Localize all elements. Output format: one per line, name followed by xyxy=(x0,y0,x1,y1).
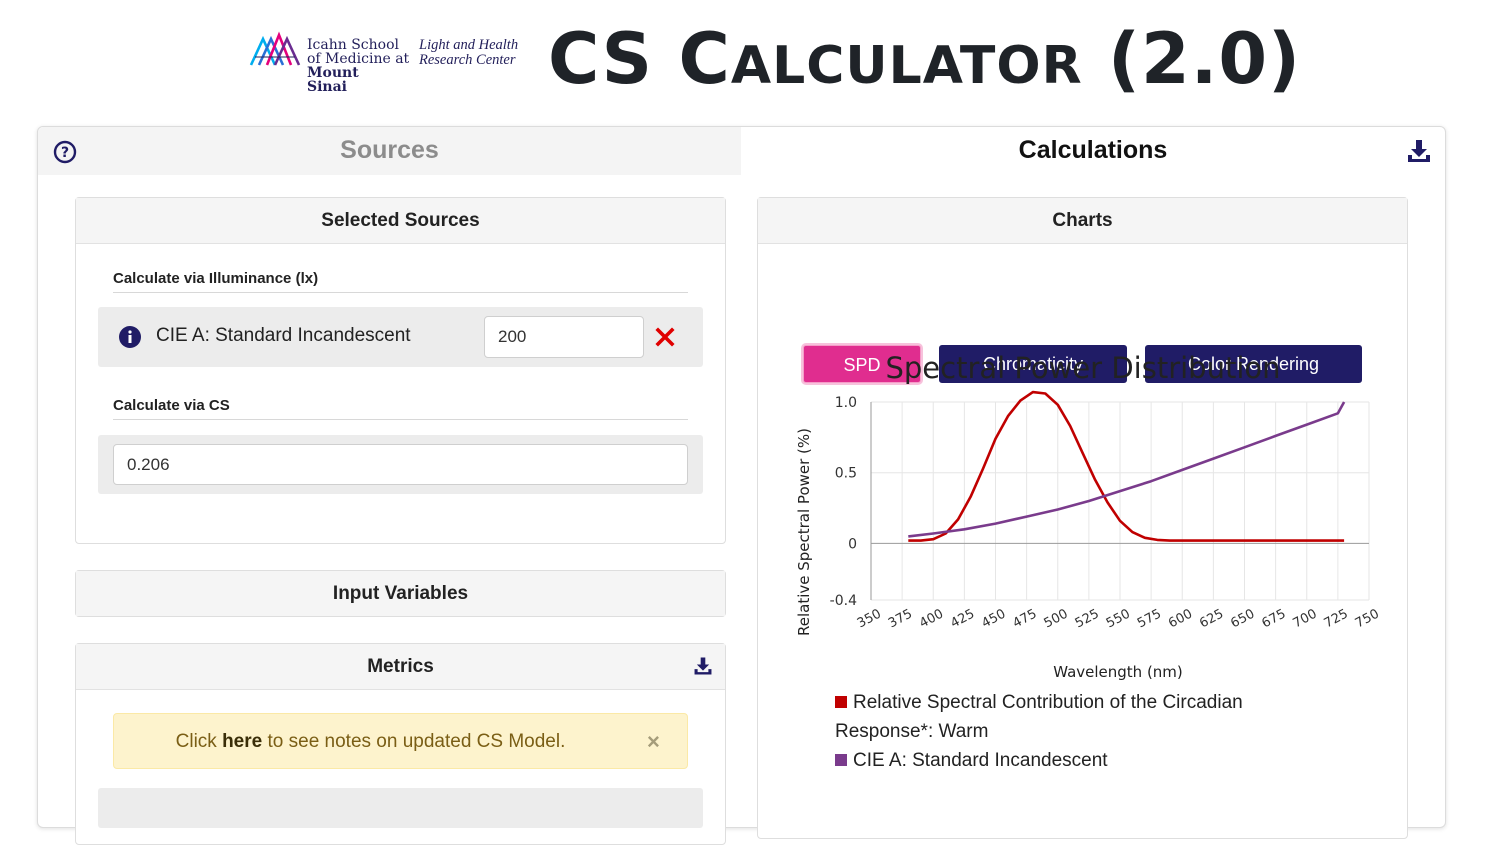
source-name: CIE A: Standard Incandescent xyxy=(156,325,411,346)
legend-item[interactable]: Relative Spectral Contribution of the Ci… xyxy=(835,688,1315,746)
charts-panel: Charts SPD Chromaticity Color Rendering … xyxy=(757,197,1408,839)
x-tick-label: 750 xyxy=(1353,606,1382,631)
remove-source-icon[interactable] xyxy=(654,326,676,348)
input-variables-title: Input Variables xyxy=(76,571,725,616)
illuminance-label: Calculate via Illuminance (lx) xyxy=(113,270,688,293)
title-part: (2.0) xyxy=(1082,18,1302,100)
x-tick-label: 650 xyxy=(1228,606,1257,631)
series-line xyxy=(908,401,1346,538)
x-tick-label: 450 xyxy=(979,606,1008,631)
selected-sources-title: Selected Sources xyxy=(76,198,725,244)
tab-calculations-label: Calculations xyxy=(1018,136,1168,164)
center-line: Research Center xyxy=(419,52,516,68)
download-icon[interactable] xyxy=(1406,138,1432,164)
chromaticity-button[interactable]: Chromaticity xyxy=(939,345,1127,383)
legend-label: Relative Spectral Contribution of the Ci… xyxy=(835,692,1243,742)
x-tick-label: 675 xyxy=(1259,606,1288,631)
x-tick-label: 500 xyxy=(1042,606,1071,631)
info-icon[interactable] xyxy=(119,326,141,348)
series-line xyxy=(908,390,1345,542)
cs-input[interactable]: 0.206 xyxy=(113,444,688,485)
x-tick-label: 600 xyxy=(1166,606,1195,631)
x-tick-label: 525 xyxy=(1073,606,1102,631)
tab-calculations[interactable]: Calculations xyxy=(741,127,1445,175)
center-line: Light and Health xyxy=(419,37,519,53)
institution-line: Mount xyxy=(307,65,359,81)
help-icon[interactable]: ? xyxy=(53,140,77,164)
charts-title: Charts xyxy=(758,198,1407,244)
chart-title: Spectral Power Distribution xyxy=(885,351,1280,385)
chart-grid xyxy=(870,401,1370,601)
notice-prefix: Click xyxy=(175,731,223,752)
tab-sources-label: Sources xyxy=(340,136,439,164)
spd-chart: Spectral Power Distribution Relative Spe… xyxy=(795,351,1382,681)
notice-text: Click here to see notes on updated CS Mo… xyxy=(114,731,627,753)
title-part: ALCULATOR xyxy=(730,36,1083,96)
chart-ticks: 350 375 400 425 450 475 500 525 550 575 600 625 650 6… xyxy=(830,395,1382,631)
legend-swatch xyxy=(835,696,847,708)
metrics-panel: Metrics Click here to see notes on updat… xyxy=(75,643,726,845)
y-tick-label: 1.0 xyxy=(835,395,857,411)
spd-button[interactable]: SPD xyxy=(803,345,921,383)
svg-text:?: ? xyxy=(61,145,69,161)
x-tick-label: 625 xyxy=(1197,606,1226,631)
x-tick-label: 350 xyxy=(855,606,884,631)
calculator-card: ? Sources Calculations Selected Sources … xyxy=(37,126,1446,845)
page-header: Icahn School of Medicine at Mount Sinai … xyxy=(0,0,1489,120)
mount-sinai-logo-icon xyxy=(249,31,301,66)
source-row: CIE A: Standard Incandescent 200 xyxy=(98,307,703,367)
selected-sources-panel: Selected Sources Calculate via Illuminan… xyxy=(75,197,726,544)
page-title: CS CALCULATOR (2.0) xyxy=(548,14,1301,111)
x-tick-label: 425 xyxy=(948,606,977,631)
input-variables-panel[interactable]: Input Variables xyxy=(75,570,726,617)
research-center-name: Light and Health Research Center xyxy=(419,38,518,68)
x-tick-label: 575 xyxy=(1135,606,1164,631)
cs-model-notice: Click here to see notes on updated CS Mo… xyxy=(113,713,688,769)
cs-label: Calculate via CS xyxy=(113,397,688,420)
legend-item[interactable]: CIE A: Standard Incandescent xyxy=(835,746,1315,775)
title-part: CS C xyxy=(548,18,731,100)
download-metrics-icon[interactable] xyxy=(693,656,713,676)
y-tick-label: -0.4 xyxy=(830,593,857,609)
y-tick-label: 0 xyxy=(848,536,857,552)
chart-series xyxy=(908,390,1346,542)
x-tick-label: 475 xyxy=(1010,606,1039,631)
chart-y-axis-label: Relative Spectral Power (%) xyxy=(795,428,813,636)
metrics-title: Metrics xyxy=(76,644,725,690)
institution-line: of Medicine at xyxy=(307,51,410,67)
institution-name: Icahn School of Medicine at Mount Sinai xyxy=(307,38,409,94)
color-rendering-button[interactable]: Color Rendering xyxy=(1145,345,1362,383)
x-tick-label: 700 xyxy=(1291,606,1320,631)
chart-x-axis-label: Wavelength (nm) xyxy=(1053,663,1183,681)
tab-sources[interactable]: ? Sources xyxy=(38,127,741,175)
legend-swatch xyxy=(835,754,847,766)
y-tick-label: 0.5 xyxy=(835,466,857,482)
illuminance-input[interactable]: 200 xyxy=(484,316,644,358)
institution-line: Sinai xyxy=(307,79,347,95)
chart-legend: Relative Spectral Contribution of the Ci… xyxy=(835,688,1315,775)
x-tick-label: 400 xyxy=(917,606,946,631)
cs-row: 0.206 xyxy=(98,435,703,494)
x-tick-label: 725 xyxy=(1322,606,1351,631)
close-notice-icon[interactable]: × xyxy=(647,729,660,754)
notice-link[interactable]: here xyxy=(222,731,263,752)
metrics-row xyxy=(98,788,703,828)
legend-label: CIE A: Standard Incandescent xyxy=(853,750,1108,771)
notice-suffix: to see notes on updated CS Model. xyxy=(262,731,566,752)
x-tick-label: 375 xyxy=(886,606,915,631)
x-tick-label: 550 xyxy=(1104,606,1133,631)
institution-line: Icahn School xyxy=(307,37,399,53)
